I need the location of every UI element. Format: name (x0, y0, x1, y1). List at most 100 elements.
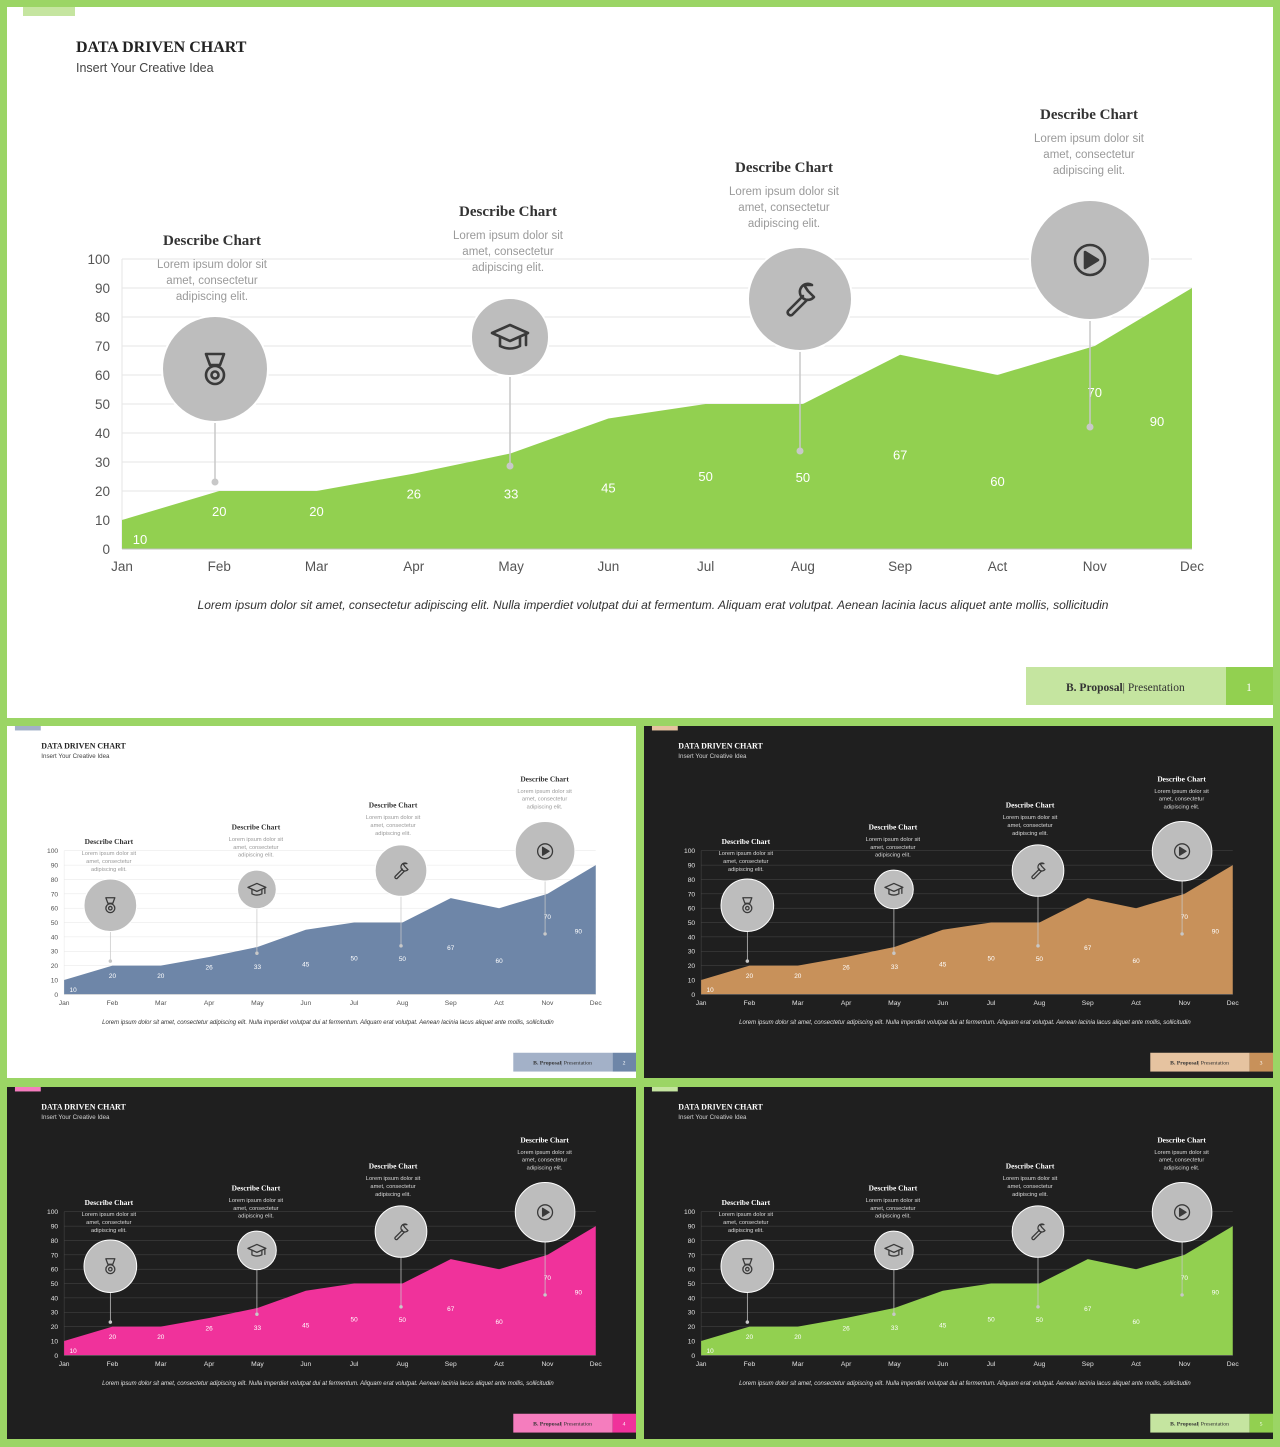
footer-brand: B. Proposal (1170, 1422, 1198, 1428)
wrench-icon (1031, 1223, 1046, 1241)
x-tick-label: May (888, 1000, 901, 1007)
callout-description: amet, consectetur (738, 202, 830, 214)
callout-4: Describe Chart Lorem ipsum dolor sit amet,… (1151, 774, 1213, 936)
x-tick-label: Apr (403, 559, 425, 574)
data-label: 10 (69, 987, 77, 994)
data-label: 90 (1150, 414, 1164, 429)
footer-label-box (513, 1052, 613, 1072)
callout-description: adipiscing elit. (1164, 1166, 1200, 1172)
x-tick-label: Jun (937, 1361, 948, 1368)
data-label: 50 (1036, 956, 1044, 963)
page-number: 2 (623, 1061, 626, 1067)
x-tick-label: Feb (107, 1361, 119, 1368)
y-tick-label: 20 (51, 1324, 59, 1331)
y-tick-label: 50 (51, 920, 59, 927)
x-tick-label: Jul (350, 1361, 359, 1368)
callout-description: Lorem ipsum dolor sit (1154, 789, 1209, 795)
x-tick-label: Jul (350, 1000, 359, 1007)
x-tick-label: Jul (987, 1361, 996, 1368)
callout-description: adipiscing elit. (527, 805, 563, 811)
callout-description: amet, consectetur (370, 1184, 415, 1190)
x-tick-label: Jun (937, 1000, 948, 1007)
data-label: 20 (212, 504, 226, 519)
footer-page-box (1249, 1052, 1273, 1072)
wrench-icon (394, 862, 409, 880)
callout-description: amet, consectetur (233, 1206, 278, 1212)
callout-title: Describe Chart (232, 1183, 281, 1192)
callout-3: Describe Chart Lorem ipsum dolor sit amet,… (366, 1162, 428, 1309)
callout-description: adipiscing elit. (527, 1166, 563, 1172)
callout-anchor-dot (399, 944, 403, 948)
y-tick-label: 90 (95, 281, 110, 296)
y-tick-label: 80 (688, 1238, 696, 1245)
callout-anchor-dot (399, 1305, 403, 1309)
x-tick-label: Mar (305, 559, 329, 574)
callout-3: Describe Chart Lorem ipsum dolor sit amet,… (729, 160, 853, 455)
callout-icon-circle (874, 1230, 914, 1271)
callout-description: Lorem ipsum dolor sit (866, 837, 921, 843)
wrench-icon (1031, 862, 1046, 880)
y-tick-label: 60 (51, 906, 59, 913)
callout-description: adipiscing elit. (176, 291, 248, 303)
x-tick-label: Sep (445, 1000, 457, 1007)
x-tick-label: Sep (1082, 1000, 1094, 1007)
y-tick-label: 10 (688, 1338, 696, 1345)
callout-icon-circle (470, 297, 550, 377)
y-tick-label: 0 (54, 992, 58, 999)
slide-title: DATA DRIVEN CHART (76, 39, 247, 56)
x-tick-label: Jan (59, 1000, 70, 1007)
y-tick-label: 50 (688, 920, 696, 927)
callout-2: Describe Chart Lorem ipsum dolor sit amet,… (866, 1183, 921, 1316)
y-tick-label: 20 (95, 484, 110, 499)
accent-tab (23, 7, 75, 16)
y-tick-label: 100 (47, 1209, 58, 1216)
x-tick-label: May (498, 559, 524, 574)
chart-caption: Lorem ipsum dolor sit amet, consectetur … (739, 1020, 1191, 1026)
y-tick-label: 10 (688, 977, 696, 984)
data-label: 20 (746, 1334, 754, 1341)
y-tick-label: 100 (684, 1209, 695, 1216)
callout-anchor-dot (108, 959, 113, 963)
slide-2: DATA DRIVEN CHART Insert Your Creative Id… (7, 726, 636, 1078)
graduation-cap-icon (247, 882, 267, 896)
x-tick-label: Jan (111, 559, 133, 574)
data-label: 20 (794, 1334, 802, 1341)
data-label: 60 (1133, 1319, 1141, 1326)
x-tick-label: Nov (1178, 1361, 1191, 1368)
graduation-cap-icon (884, 1243, 904, 1257)
data-label: 45 (302, 961, 310, 968)
data-label: 45 (939, 1322, 947, 1329)
x-tick-label: Act (1131, 1361, 1141, 1368)
callout-title: Describe Chart (722, 1198, 771, 1207)
callout-anchor-dot (796, 447, 804, 455)
callout-title: Describe Chart (869, 822, 918, 831)
data-label: 26 (843, 964, 851, 971)
data-label: 60 (1133, 958, 1141, 965)
callout-1: Describe Chart Lorem ipsum dolor sit amet,… (157, 233, 269, 486)
data-label: 20 (157, 1334, 165, 1341)
callout-4: Describe Chart Lorem ipsum dolor sit amet,… (1029, 107, 1151, 431)
callout-description: amet, consectetur (370, 823, 415, 829)
callout-title: Describe Chart (1006, 801, 1055, 810)
y-tick-label: 10 (51, 1338, 59, 1345)
callout-description: amet, consectetur (462, 246, 554, 258)
callout-description: Lorem ipsum dolor sit (157, 259, 268, 271)
callout-anchor-dot (1036, 1305, 1040, 1309)
data-label: 50 (988, 1317, 996, 1324)
data-label: 50 (1036, 1317, 1044, 1324)
callout-title: Describe Chart (232, 822, 281, 831)
data-label: 60 (990, 474, 1004, 489)
footer-text: B. Proposal| Presentation (533, 1422, 592, 1428)
callout-description: Lorem ipsum dolor sit (719, 1212, 774, 1218)
callout-description: adipiscing elit. (1164, 805, 1200, 811)
callout-3: Describe Chart Lorem ipsum dolor sit amet,… (1003, 1162, 1065, 1309)
data-label: 67 (447, 945, 455, 952)
callout-description: Lorem ipsum dolor sit (1154, 1150, 1209, 1156)
callout-description: amet, consectetur (723, 859, 768, 865)
x-tick-label: Dec (590, 1000, 603, 1007)
callout-description: Lorem ipsum dolor sit (517, 789, 572, 795)
callout-description: Lorem ipsum dolor sit (82, 1212, 137, 1218)
data-label: 50 (796, 470, 810, 485)
y-tick-label: 0 (691, 1353, 695, 1360)
footer-page-box (612, 1413, 636, 1433)
